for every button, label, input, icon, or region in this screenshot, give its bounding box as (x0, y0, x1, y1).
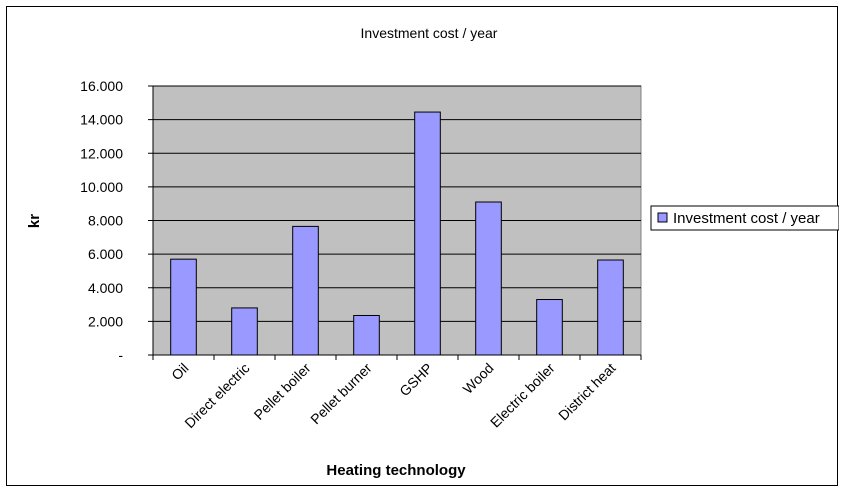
legend-label: Investment cost / year (673, 210, 820, 227)
y-tick-label: 12.000 (80, 145, 123, 161)
bar (475, 201, 502, 356)
bar (536, 299, 563, 356)
y-tick-labels: - 2.000 4.000 6.000 8.000 10.000 12.000 14.000 1… (80, 78, 123, 363)
bar (231, 307, 258, 356)
x-axis-title: Heating technology (326, 462, 466, 479)
x-tick-label: Direct electric (181, 360, 252, 431)
x-tick-label: Electric boiler (487, 360, 558, 431)
legend: Investment cost / year (650, 205, 839, 231)
y-tick-label: 14.000 (80, 112, 123, 128)
y-tick-label: - (118, 347, 123, 363)
bar (292, 225, 319, 356)
bar (170, 258, 197, 356)
legend-swatch (657, 212, 668, 223)
x-tick-label: Pellet burner (307, 360, 375, 428)
chart: Investment cost / year - 2.000 4.000 6.000 8… (26, 25, 839, 479)
y-tick-label: 8.000 (88, 213, 123, 229)
bar (414, 111, 441, 356)
y-tick-label: 10.000 (80, 179, 123, 195)
axes (148, 85, 642, 360)
chart-frame: Investment cost / year - 2.000 4.000 6.000 8… (6, 6, 839, 486)
y-tick-label: 4.000 (88, 280, 123, 296)
legend-box (650, 205, 839, 231)
x-tick-label: Oil (168, 360, 191, 383)
y-tick-label: 6.000 (88, 246, 123, 262)
x-tick-label: Pellet boiler (251, 360, 314, 423)
y-tick-label: 2.000 (88, 313, 123, 329)
bar (597, 259, 624, 356)
bars (170, 111, 624, 356)
x-tick-label: GSHP (396, 360, 435, 399)
y-tick-label: 16.000 (80, 78, 123, 94)
bar (353, 314, 380, 356)
chart-title: Investment cost / year (361, 25, 498, 41)
x-tick-label: District heat (555, 360, 619, 424)
y-axis-title: kr (26, 214, 43, 228)
x-tick-label: Wood (460, 360, 497, 397)
